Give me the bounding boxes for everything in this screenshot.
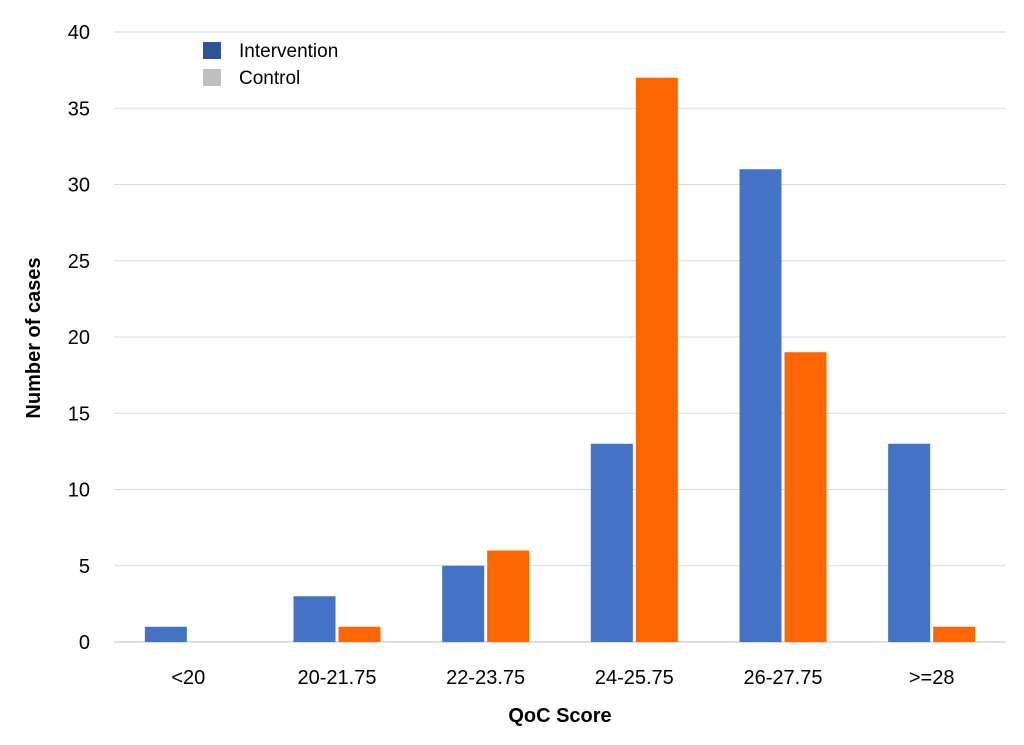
y-axis-title: Number of cases — [23, 257, 45, 418]
x-tick-label: <20 — [171, 667, 205, 689]
bar-control-2 — [487, 550, 530, 642]
y-tick-label: 20 — [68, 327, 90, 349]
bar-control-4 — [784, 352, 827, 642]
y-tick-label: 40 — [68, 22, 90, 44]
bar-intervention-5 — [888, 443, 931, 642]
x-axis-ticks: <20 20-21.75 22-23.75 24-25.75 26-27.75 >=28 — [171, 667, 954, 689]
y-tick-label: 10 — [68, 480, 90, 502]
legend-swatch-intervention — [203, 42, 221, 59]
x-tick-label: 24-25.75 — [595, 667, 674, 689]
legend-swatch-control — [203, 69, 221, 86]
gridlines — [114, 31, 1006, 643]
bar-control-5 — [933, 626, 976, 642]
bars — [144, 77, 976, 642]
y-axis-ticks: 0 5 10 15 20 25 30 35 40 — [68, 22, 90, 654]
y-tick-label: 30 — [68, 175, 90, 197]
bar-intervention-4 — [739, 169, 782, 642]
y-tick-label: 15 — [68, 403, 90, 425]
x-tick-label: 26-27.75 — [744, 667, 823, 689]
x-tick-label: 20-21.75 — [298, 667, 377, 689]
bar-intervention-3 — [590, 443, 633, 642]
bar-control-3 — [635, 77, 678, 642]
legend: Intervention Control — [203, 41, 338, 89]
bar-intervention-2 — [442, 565, 485, 642]
legend-label-intervention: Intervention — [239, 41, 338, 62]
legend-label-control: Control — [239, 68, 300, 89]
y-tick-label: 0 — [79, 632, 90, 654]
y-tick-label: 35 — [68, 98, 90, 120]
y-tick-label: 25 — [68, 251, 90, 273]
bar-control-1 — [338, 626, 381, 642]
bar-intervention-1 — [293, 596, 336, 642]
x-axis-title: QoC Score — [508, 705, 611, 727]
bar-intervention-0 — [144, 626, 187, 642]
y-tick-label: 5 — [79, 556, 90, 578]
x-tick-label: >=28 — [909, 667, 955, 689]
x-tick-label: 22-23.75 — [446, 667, 525, 689]
